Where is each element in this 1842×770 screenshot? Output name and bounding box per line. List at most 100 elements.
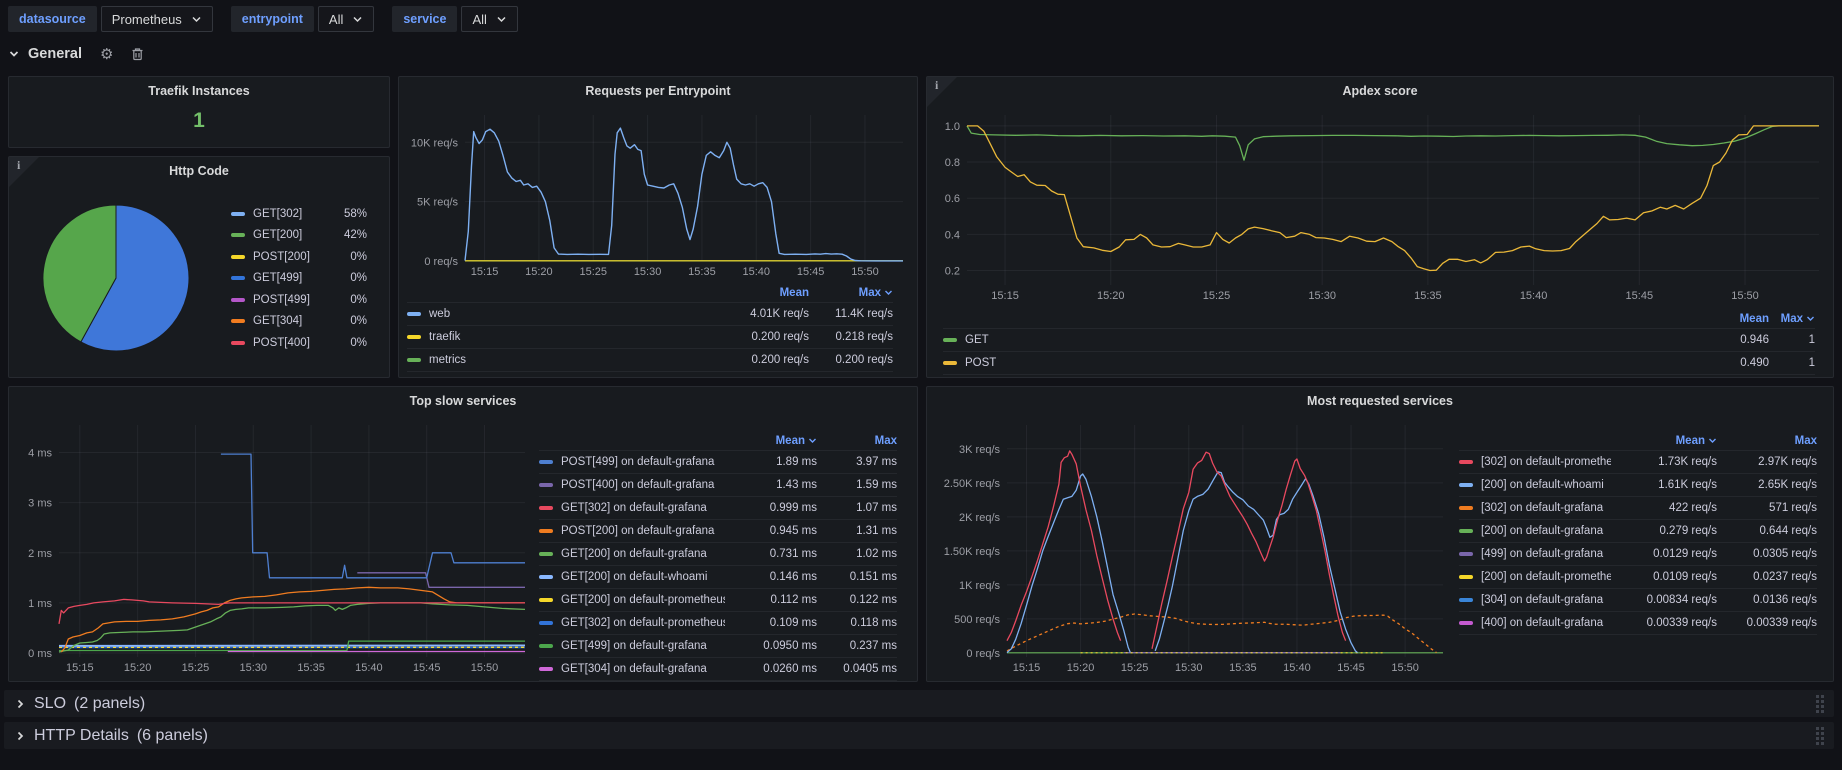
legend-item[interactable]: [499] on default-grafana 0.0129 req/s 0.03…	[1459, 543, 1817, 566]
legend-item[interactable]: GET[302] on default-prometheus 0.109 ms 0.…	[539, 612, 897, 635]
legend-item[interactable]: POST[499] on default-grafana 1.89 ms 3.97 …	[539, 451, 897, 474]
legend-mean-value: 0.00834 req/s	[1646, 594, 1717, 606]
variable-service: service All	[392, 6, 518, 32]
svg-text:15:25: 15:25	[182, 662, 210, 674]
panel-info-corner[interactable]: i	[927, 77, 957, 107]
legend-mean-value: 0.200 req/s	[751, 354, 809, 366]
legend-label: [200] on default-grafana	[1481, 525, 1604, 537]
legend-sort-max[interactable]: Max	[809, 287, 893, 299]
panel-requests-per-entrypoint: Requests per Entrypoint 15:15 15:20 15:25 1…	[398, 76, 918, 378]
variable-value-datasource[interactable]: Prometheus	[100, 6, 213, 32]
panel-title: Http Code	[169, 164, 229, 178]
legend-max-value: 2.97K req/s	[1758, 456, 1817, 468]
legend-item[interactable]: [302] on default-grafana 422 req/s 571 req…	[1459, 497, 1817, 520]
svg-text:15:35: 15:35	[688, 266, 716, 278]
row-settings-gear-icon[interactable]: ⚙	[100, 45, 114, 63]
svg-text:15:20: 15:20	[1067, 662, 1095, 674]
legend-sort-mean[interactable]: Mean	[779, 286, 809, 299]
requests-line-chart[interactable]: 15:15 15:20 15:25 15:30 15:35 15:40 15:45 15:50…	[407, 107, 911, 279]
legend-item[interactable]: GET[302] 58%	[231, 203, 367, 225]
legend-item[interactable]: GET[200] 42%	[231, 225, 367, 247]
panel-info-corner[interactable]: i	[9, 157, 39, 187]
variable-value-service[interactable]: All	[461, 6, 518, 32]
legend-label: POST	[965, 357, 997, 369]
svg-text:15:30: 15:30	[1308, 290, 1336, 302]
row-panel-count: (6 panels)	[136, 726, 208, 744]
svg-text:15:50: 15:50	[471, 662, 499, 674]
legend-table: Mean Max web 4.01K req/s 11.4K req/s traefi…	[407, 283, 893, 372]
legend-item[interactable]: web 4.01K req/s 11.4K req/s	[407, 303, 893, 326]
panel-http-code: i Http Code GET[302] 58% GET[200] 42% POST[2…	[8, 156, 390, 378]
legend-mean-value: 1.73K req/s	[1658, 456, 1717, 468]
legend-item[interactable]: POST[499] 0%	[231, 289, 367, 311]
legend-max-value: 0.218 req/s	[835, 331, 893, 343]
legend-item[interactable]: POST[400] 0%	[231, 332, 367, 354]
legend-item[interactable]: GET[302] on default-grafana 0.999 ms 1.07 …	[539, 497, 897, 520]
legend-item[interactable]: GET[499] 0%	[231, 268, 367, 290]
variable-label-entrypoint[interactable]: entrypoint	[230, 6, 314, 32]
legend-mean-value: 4.01K req/s	[750, 308, 809, 320]
legend-max-value: 0.151 ms	[849, 571, 897, 583]
http-code-pie-chart[interactable]	[41, 203, 191, 353]
legend-item[interactable]: metrics 0.200 req/s 0.200 req/s	[407, 349, 893, 372]
legend-item[interactable]: POST[400] on default-grafana 1.43 ms 1.59 …	[539, 474, 897, 497]
legend-item[interactable]: GET[304] 0%	[231, 311, 367, 333]
legend-mean-value: 0.946	[1740, 334, 1769, 346]
dashboard-submenu: datasource Prometheus entrypoint All ser…	[8, 6, 518, 32]
svg-text:15:40: 15:40	[1283, 662, 1311, 674]
legend-sort-mean[interactable]: Mean	[1739, 312, 1769, 325]
series-color-swatch-icon	[539, 667, 553, 671]
most-requested-line-chart[interactable]: 15:15 15:20 15:25 15:30 15:35 15:40 15:45 15:50…	[935, 417, 1451, 675]
legend-item[interactable]: [304] on default-grafana 0.00834 req/s 0.0…	[1459, 589, 1817, 612]
legend-label: web	[429, 308, 451, 320]
svg-text:0.2: 0.2	[945, 266, 960, 278]
row-header-general[interactable]: General ⚙	[8, 42, 144, 66]
legend-item[interactable]: [302] on default-prometheus 1.73K req/s 2.…	[1459, 451, 1817, 474]
legend-mean-value: 422 req/s	[1669, 502, 1717, 514]
legend-label: [200] on default-whoami	[1481, 479, 1604, 491]
variable-label-service[interactable]: service	[392, 6, 458, 32]
series-color-swatch-icon	[1459, 460, 1473, 464]
legend-item[interactable]: GET[200] on default-prometheus 0.112 ms 0.…	[539, 589, 897, 612]
top-slow-line-chart[interactable]: 15:15 15:20 15:25 15:30 15:35 15:40 15:45 15:50…	[17, 417, 533, 675]
legend-mean-value: 0.0129 req/s	[1653, 548, 1717, 560]
legend-item[interactable]: POST[200] on default-grafana 0.945 ms 1.31…	[539, 520, 897, 543]
legend-item[interactable]: [200] on default-grafana 0.279 req/s 0.644…	[1459, 520, 1817, 543]
svg-text:2K req/s: 2K req/s	[959, 512, 1000, 524]
series-color-swatch-icon	[539, 529, 553, 533]
svg-text:3K req/s: 3K req/s	[959, 444, 1000, 456]
legend-item[interactable]: POST 0.490 1	[943, 352, 1815, 375]
series-color-swatch-icon	[539, 598, 553, 602]
legend-item[interactable]: GET[499] on default-grafana 0.0950 ms 0.23…	[539, 635, 897, 658]
row-delete-trash-icon[interactable]	[131, 47, 144, 61]
legend-item[interactable]: GET[304] on default-grafana 0.0260 ms 0.04…	[539, 658, 897, 681]
legend-max-value: 3.97 ms	[856, 456, 897, 468]
svg-text:500 req/s: 500 req/s	[954, 614, 1000, 626]
apdex-line-chart[interactable]: 15:15 15:20 15:25 15:30 15:35 15:40 15:45 15:50…	[935, 107, 1827, 303]
panel-top-slow-services: Top slow services 15:15 15:20 15:25 15:30 15…	[8, 386, 918, 682]
legend-item[interactable]: POST[200] 0%	[231, 246, 367, 268]
legend-sort-max[interactable]: Max	[1769, 313, 1815, 325]
variable-value-entrypoint[interactable]: All	[317, 6, 375, 32]
legend-item[interactable]: [400] on default-grafana 0.00339 req/s 0.0…	[1459, 612, 1817, 635]
svg-text:15:40: 15:40	[1520, 290, 1548, 302]
legend-item[interactable]: GET[200] on default-whoami 0.146 ms 0.151 …	[539, 566, 897, 589]
legend-sort-max[interactable]: Max	[874, 434, 897, 447]
row-drag-handle[interactable]	[1816, 726, 1824, 745]
legend-label: POST[200]	[253, 250, 310, 263]
row-header-slo[interactable]: SLO (2 panels)	[4, 690, 1834, 717]
legend-item[interactable]: GET[200] on default-grafana 0.731 ms 1.02 …	[539, 543, 897, 566]
series-color-swatch-icon	[539, 644, 553, 648]
legend-item[interactable]: [200] on default-whoami 1.61K req/s 2.65K …	[1459, 474, 1817, 497]
row-header-http-details[interactable]: HTTP Details (6 panels)	[4, 722, 1834, 749]
legend-header: Mean Max	[539, 431, 897, 451]
row-drag-handle[interactable]	[1816, 694, 1824, 713]
legend-label: GET[302] on default-prometheus	[561, 617, 725, 629]
legend-item[interactable]: traefik 0.200 req/s 0.218 req/s	[407, 326, 893, 349]
legend-sort-mean[interactable]: Mean	[1611, 435, 1717, 447]
legend-sort-max[interactable]: Max	[1794, 434, 1817, 447]
legend-item[interactable]: [200] on default-prometheus 0.0109 req/s 0…	[1459, 566, 1817, 589]
variable-label-datasource[interactable]: datasource	[8, 6, 97, 32]
legend-item[interactable]: GET 0.946 1	[943, 329, 1815, 352]
legend-sort-mean[interactable]: Mean	[725, 435, 817, 447]
